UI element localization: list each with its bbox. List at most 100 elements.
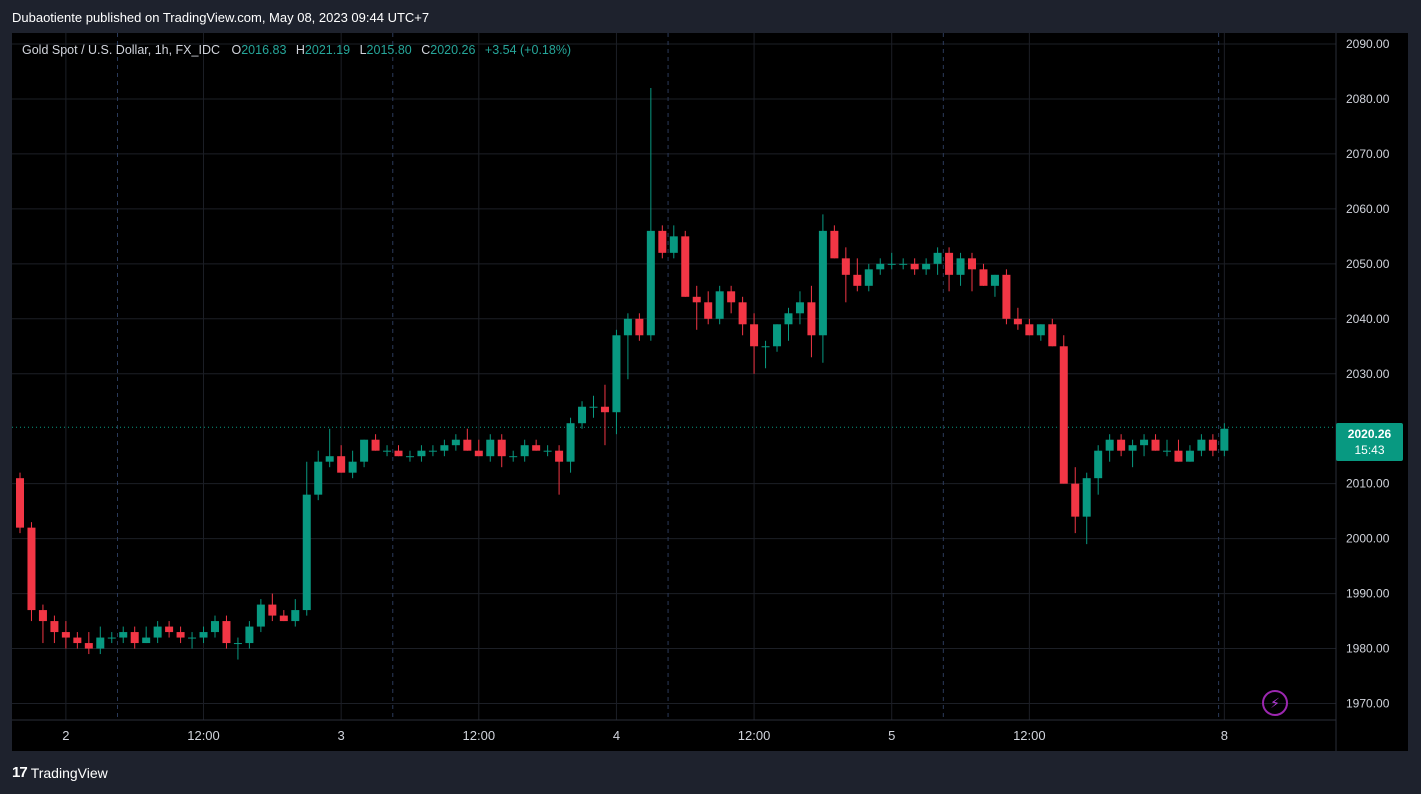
candle-body (669, 236, 678, 253)
last-price-value: 2020.26 (1347, 427, 1392, 441)
candle-body (371, 439, 380, 451)
candle-body (233, 643, 242, 645)
candle-body (922, 263, 931, 270)
candle-body (990, 274, 999, 286)
low-value: 2015.80 (366, 43, 412, 57)
candle-body (773, 324, 782, 347)
candle-body (61, 632, 70, 638)
y-tick-label: 1970.00 (1346, 697, 1390, 711)
tv-logo-icon: 17 (12, 764, 28, 781)
high-value: 2021.19 (304, 43, 351, 57)
candle-body (578, 406, 587, 424)
candle-body (84, 643, 93, 649)
candle-body (830, 230, 839, 259)
candle-body (16, 478, 24, 528)
candle-body (968, 258, 977, 270)
candle-body (864, 269, 873, 286)
candle-body (899, 263, 908, 265)
candle-body (727, 291, 736, 303)
candle-body (1197, 439, 1206, 451)
candle-body (360, 439, 369, 462)
candle-body (256, 604, 265, 627)
brand-name: TradingView (30, 764, 108, 781)
y-tick-label: 2000.00 (1346, 532, 1390, 546)
candle-body (715, 291, 724, 319)
candle-body (107, 637, 116, 639)
candle-body (176, 632, 185, 638)
high-label: H (295, 43, 305, 57)
open-value: 2016.83 (241, 43, 287, 57)
change-value: +3.54 (+0.18%) (484, 43, 572, 57)
candle-body (302, 494, 311, 611)
y-tick-label: 1980.00 (1346, 642, 1390, 656)
bar-countdown: 15:43 (1354, 443, 1385, 457)
candle-body (1174, 450, 1183, 462)
candle-body (738, 302, 747, 325)
candle-body (555, 450, 564, 462)
time-axis: 2 12:00 3 12:00 4 12:00 5 12:00 8 (62, 728, 1228, 743)
candle-body (692, 296, 701, 303)
low-label: L (359, 43, 367, 57)
y-tick-label: 2040.00 (1346, 312, 1390, 326)
candle-body (635, 318, 644, 336)
y-tick-label: 2090.00 (1346, 37, 1390, 51)
candle-body (1220, 428, 1229, 451)
candle-body (509, 456, 518, 458)
candle-body (933, 252, 942, 264)
candle-body (405, 456, 414, 458)
candle-body (956, 258, 965, 275)
symbol-title[interactable]: Gold Spot / U.S. Dollar, 1h, FX_IDC (22, 43, 220, 57)
candle-body (199, 632, 208, 638)
candlestick-chart[interactable]: 2090.00 2080.00 2070.00 2060.00 2050.00 2040.… (12, 33, 1408, 751)
candle-body (1036, 324, 1045, 336)
candle-body (1117, 439, 1126, 451)
candle-body (119, 632, 128, 638)
candle-body (1105, 439, 1114, 451)
candle-body (876, 263, 885, 270)
close-label: C (421, 43, 431, 57)
publisher-line: Dubaotiente published on TradingView.com… (12, 10, 430, 25)
candle-body (497, 439, 506, 457)
candle-body (646, 230, 655, 336)
candle-body (1048, 324, 1057, 347)
candle-body (1208, 439, 1217, 451)
x-tick-label: 12:00 (187, 728, 220, 743)
session-separators (116, 33, 1220, 720)
candle-body (807, 302, 816, 336)
candle-body (394, 450, 403, 457)
candle-body (130, 632, 139, 644)
candle-body (795, 302, 804, 314)
chart-frame[interactable]: 2090.00 2080.00 2070.00 2060.00 2050.00 2040.… (12, 33, 1408, 751)
x-tick-label: 3 (338, 728, 345, 743)
candle-body (268, 604, 277, 616)
candle-body (348, 461, 357, 473)
candle-body (222, 621, 231, 644)
open-label: O (231, 43, 242, 57)
chart-legend: Gold Spot / U.S. Dollar, 1h, FX_IDC O201… (22, 43, 577, 57)
candle-body (486, 439, 495, 457)
x-tick-label: 2 (62, 728, 69, 743)
candle-body (96, 637, 105, 649)
candle-body (704, 302, 713, 319)
y-tick-label: 2080.00 (1346, 92, 1390, 106)
lightning-bolt-icon[interactable]: ⚡ (1262, 690, 1288, 716)
candle-body (600, 406, 609, 413)
candle-body (1140, 439, 1149, 446)
candle-body (945, 252, 954, 275)
y-tick-label: 2030.00 (1346, 367, 1390, 381)
candle-body (887, 263, 896, 265)
candle-body (245, 626, 254, 644)
candle-body (818, 230, 827, 336)
candle-body (73, 637, 82, 644)
last-price-tag: 2020.26 15:43 (1336, 423, 1403, 461)
candle-body (532, 445, 541, 451)
candle-body (142, 637, 151, 644)
candle-body (658, 230, 667, 253)
candle-body (589, 406, 598, 408)
candle-body (1082, 478, 1091, 517)
candle-body (1071, 483, 1080, 517)
tradingview-logo[interactable]: 17 TradingView (12, 764, 108, 781)
close-value: 2020.26 (430, 43, 476, 57)
x-tick-label: 12:00 (463, 728, 496, 743)
candle-body (165, 626, 174, 633)
